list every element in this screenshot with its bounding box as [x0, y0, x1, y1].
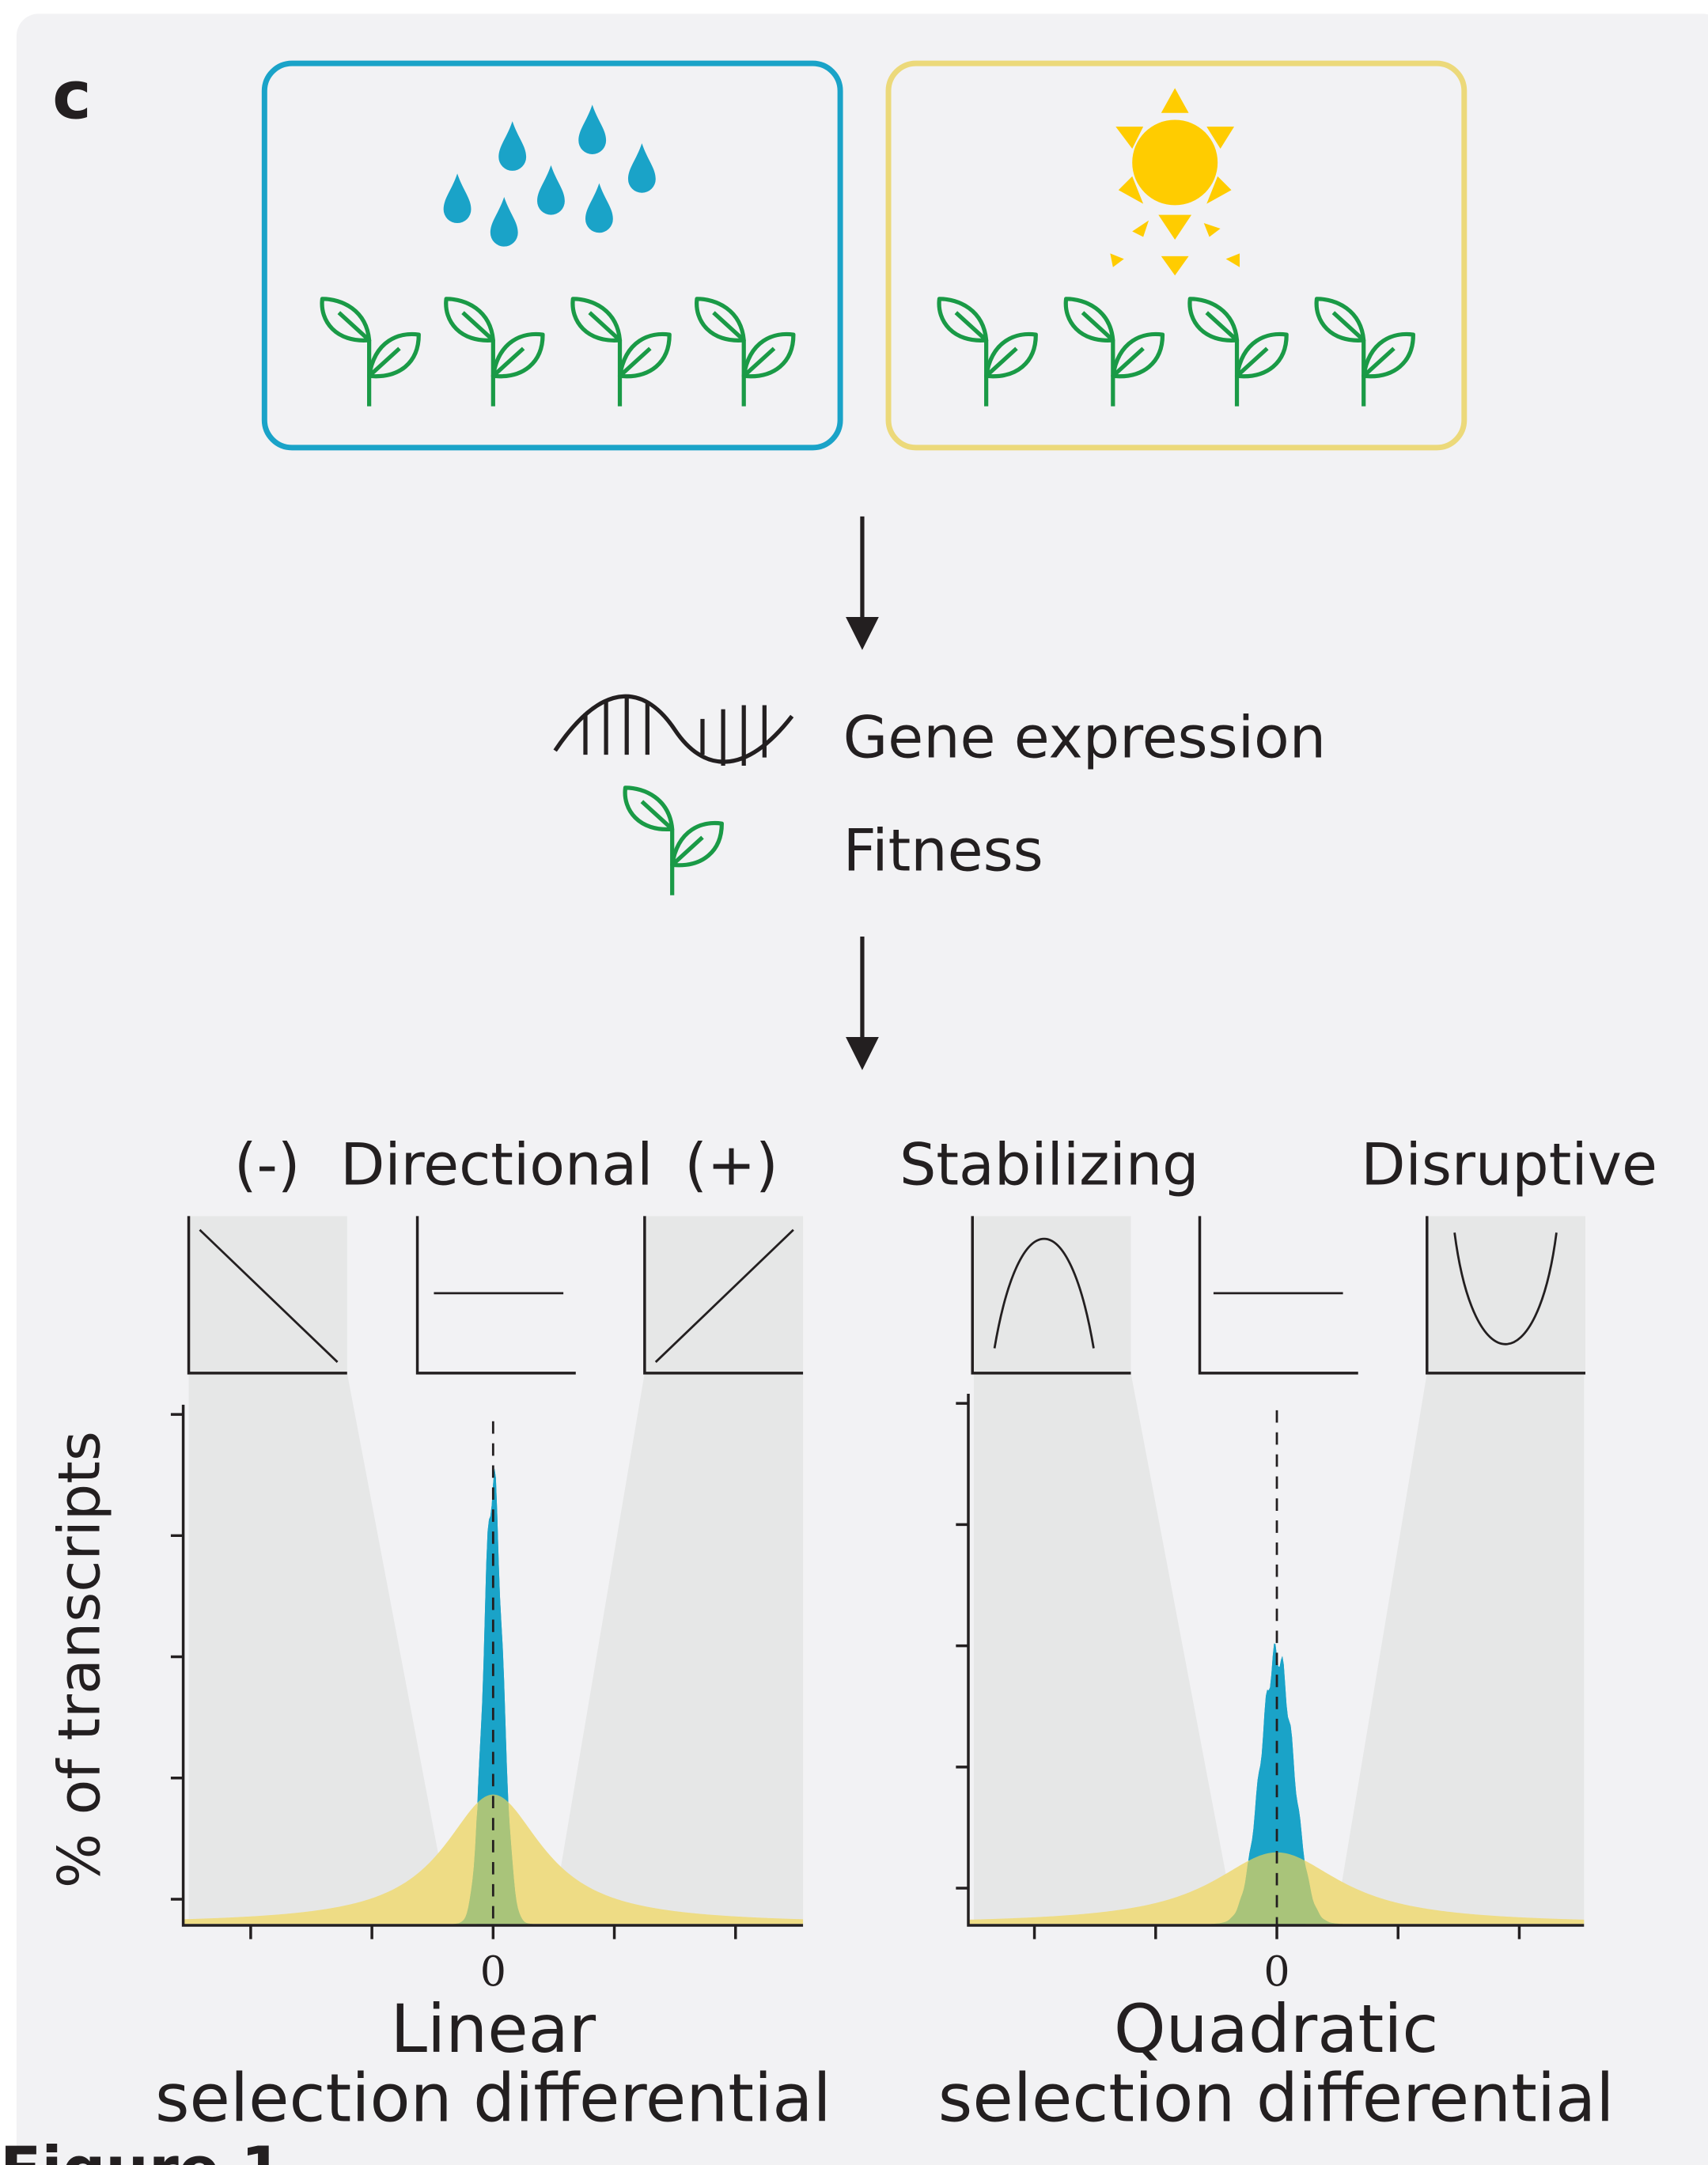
page: {"panel_label":"c", "labels":{"gene_expr… — [0, 0, 1708, 2165]
gene-expression-label: Gene expression — [843, 705, 1327, 772]
figure: c Gene expression Fitness (-) Directiona… — [0, 0, 1708, 2165]
x-axis-label: Quadratic — [1114, 1990, 1438, 2068]
x-axis-label: selection differential — [938, 2059, 1615, 2137]
caption: Figure 1 — [0, 2134, 283, 2165]
x-axis-label: Linear — [390, 1990, 596, 2068]
disruptive-label: Disruptive — [1361, 1131, 1657, 1198]
icon-box — [1427, 1216, 1585, 1372]
panel-label: c — [52, 57, 92, 134]
fitness-label: Fitness — [843, 817, 1043, 884]
stabilizing-label: Stabilizing — [899, 1131, 1199, 1198]
negative-label: (-) — [234, 1131, 300, 1198]
y-axis-label: % of transcripts — [46, 1431, 113, 1888]
x-tick-label: 0 — [480, 1949, 506, 1997]
x-tick-label: 0 — [1263, 1949, 1290, 1997]
positive-label: (+) — [684, 1131, 778, 1198]
directional-label: Directional — [340, 1131, 653, 1198]
x-axis-label: selection differential — [155, 2059, 831, 2137]
